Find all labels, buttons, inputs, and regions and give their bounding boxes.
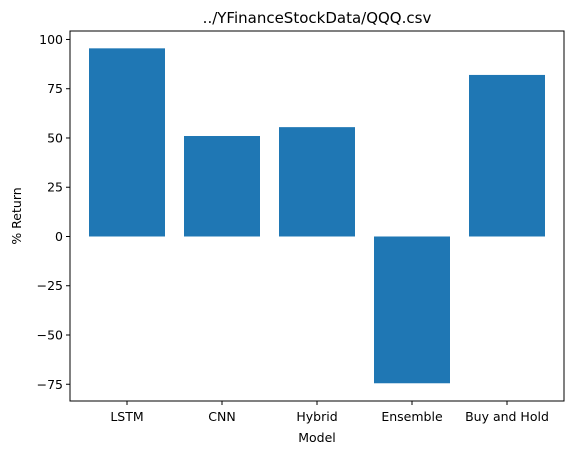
bar-lstm bbox=[89, 48, 165, 237]
y-tick-label: 50 bbox=[47, 130, 63, 145]
y-tick-label: 75 bbox=[47, 81, 63, 96]
x-tick-label: LSTM bbox=[110, 409, 143, 424]
bar-hybrid bbox=[279, 127, 355, 237]
y-tick-label: 100 bbox=[39, 32, 63, 47]
y-tick-label: −25 bbox=[37, 278, 63, 293]
x-tick-label: CNN bbox=[208, 409, 235, 424]
bar-ensemble bbox=[374, 236, 450, 384]
bar-cnn bbox=[184, 136, 260, 237]
x-axis-label: Model bbox=[298, 430, 336, 445]
x-tick-label: Hybrid bbox=[296, 409, 337, 424]
bars-group bbox=[89, 48, 545, 384]
y-tick-label: 0 bbox=[55, 229, 63, 244]
chart-title: ../YFinanceStockData/QQQ.csv bbox=[203, 9, 432, 27]
x-tick-label: Buy and Hold bbox=[465, 409, 549, 424]
x-tick-label: Ensemble bbox=[381, 409, 443, 424]
y-tick-label: −75 bbox=[37, 377, 63, 392]
y-axis-label: % Return bbox=[9, 187, 24, 244]
plot-frame bbox=[69, 30, 565, 402]
bar-buy-and-hold bbox=[469, 74, 545, 237]
x-axis-ticks: LSTM CNN Hybrid Ensemble Buy and Hold bbox=[110, 401, 549, 424]
y-axis-ticks: 100 75 50 25 0 −25 −50 −75 bbox=[37, 32, 70, 392]
y-tick-label: 25 bbox=[47, 180, 63, 195]
y-tick-label: −50 bbox=[37, 327, 63, 342]
